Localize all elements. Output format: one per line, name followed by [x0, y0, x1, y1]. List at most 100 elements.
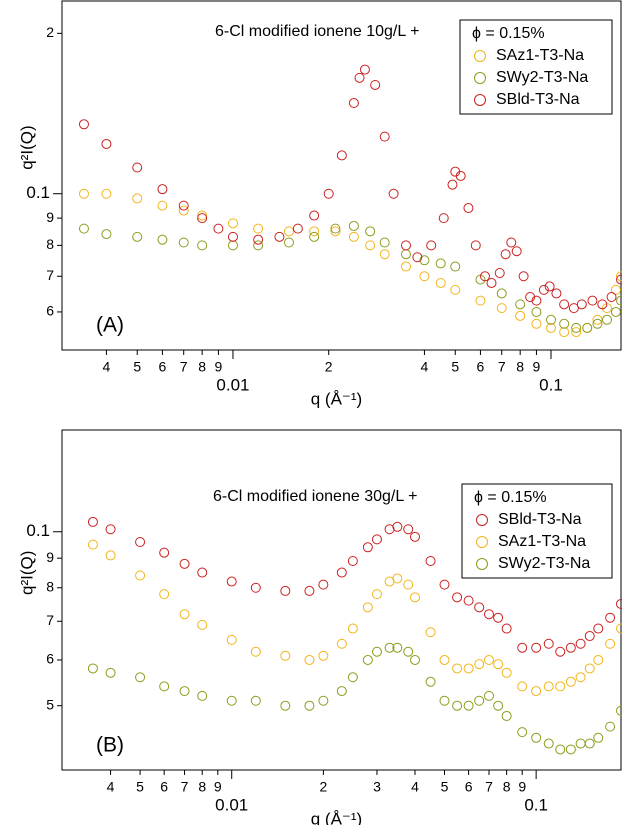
data-point [545, 314, 556, 325]
data-point [616, 295, 622, 306]
data-point [403, 579, 414, 590]
data-point [616, 274, 622, 285]
data-point [506, 237, 517, 248]
data-point [565, 744, 576, 755]
y-axis-label: q²I(Q) [17, 125, 36, 169]
data-point [283, 226, 294, 237]
data-point [283, 237, 294, 248]
x-tick-label: 4 [103, 359, 111, 375]
data-point [426, 240, 437, 251]
data-point [365, 226, 376, 237]
data-point [447, 179, 458, 190]
data-point [531, 295, 542, 306]
data-point [179, 686, 190, 697]
data-point [531, 306, 542, 317]
data-point [87, 516, 98, 527]
y-tick-label: 9 [46, 209, 54, 225]
data-point [610, 306, 621, 317]
legend-title: ϕ = 0.15% [472, 25, 545, 42]
data-point [501, 623, 512, 634]
data-point [226, 634, 237, 645]
data-point [452, 663, 463, 674]
data-point [475, 295, 486, 306]
x-tick-label-major: 0.01 [216, 375, 249, 394]
data-point [450, 261, 461, 272]
data-point [401, 249, 412, 260]
data-point [531, 642, 542, 653]
data-point [605, 612, 616, 623]
data-point [543, 681, 554, 692]
data-point [253, 240, 264, 251]
data-point [250, 582, 261, 593]
data-point [584, 738, 595, 749]
data-point [227, 218, 238, 229]
data-point [347, 623, 358, 634]
data-point [425, 627, 436, 638]
data-point [474, 659, 485, 670]
x-axis-label: q (Å⁻¹) [311, 389, 362, 408]
x-tick-label: 5 [133, 359, 141, 375]
data-point [593, 623, 604, 634]
data-point [531, 686, 542, 697]
data-point [280, 700, 291, 711]
x-tick-label: 7 [180, 359, 188, 375]
data-point [304, 585, 315, 596]
data-point [336, 638, 347, 649]
data-point [159, 681, 170, 692]
legend-label: SBld-T3-Na [496, 91, 580, 108]
x-tick-label: 8 [516, 359, 524, 375]
data-point [439, 579, 450, 590]
data-point [87, 663, 98, 674]
y-tick-label: 5 [46, 696, 54, 712]
data-point [438, 213, 449, 224]
data-point [610, 284, 621, 295]
data-point [470, 240, 481, 251]
data-point [543, 638, 554, 649]
data-point [559, 299, 570, 310]
data-point [474, 602, 485, 613]
x-tick-label-major: 0.01 [215, 795, 248, 814]
data-point [501, 710, 512, 721]
legend-label: SBld-T3-Na [498, 511, 582, 528]
data-point [347, 556, 358, 567]
data-point [616, 623, 622, 634]
data-point [280, 585, 291, 596]
data-point [197, 619, 208, 630]
data-point [452, 700, 463, 711]
data-point [593, 654, 604, 665]
y-tick-label: 8 [46, 236, 54, 252]
data-point [606, 292, 617, 303]
data-point [616, 598, 622, 609]
data-point [178, 200, 189, 211]
data-point [309, 231, 320, 242]
data-point [78, 119, 89, 130]
data-point [197, 210, 208, 221]
data-point [348, 220, 359, 231]
data-point [576, 299, 587, 310]
x-tick-label-major: 0.1 [539, 375, 563, 394]
data-point [362, 542, 373, 553]
data-point [483, 609, 494, 620]
data-point [105, 667, 116, 678]
x-tick-label: 8 [198, 779, 206, 795]
legend-label: SAz1-T3-Na [498, 533, 586, 550]
data-point [403, 646, 414, 657]
data-point [501, 667, 512, 678]
data-point [379, 249, 390, 260]
data-point [392, 521, 403, 532]
data-point [463, 203, 474, 214]
data-point [439, 695, 450, 706]
y-tick-label: 0.1 [26, 183, 50, 202]
data-point [384, 642, 395, 653]
data-point [525, 292, 536, 303]
data-point [197, 240, 208, 251]
x-tick-label: 7 [498, 359, 506, 375]
data-point [517, 681, 528, 692]
data-point [419, 255, 430, 266]
data-point [213, 223, 224, 234]
legend-label: SAz1-T3-Na [496, 47, 584, 64]
data-point [135, 672, 146, 683]
data-point [87, 539, 98, 550]
data-point [362, 654, 373, 665]
